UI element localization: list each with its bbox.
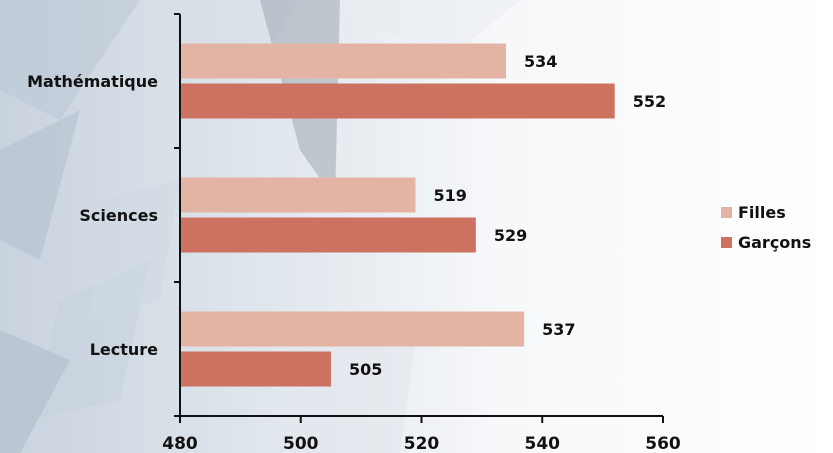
bar-sciences-garcons — [181, 217, 476, 253]
data-label-lecture-filles: 537 — [542, 320, 575, 339]
bar-mathematique-filles — [181, 43, 507, 79]
data-label-mathematique-garcons: 552 — [633, 92, 666, 111]
x-tick-label-520: 520 — [404, 434, 440, 453]
data-label-sciences-filles: 519 — [433, 186, 466, 205]
x-tick-label-560: 560 — [645, 434, 681, 453]
legend-swatch-garcons — [721, 237, 732, 248]
legend-swatch-filles — [721, 207, 732, 218]
category-label-mathematique: Mathématique — [27, 72, 158, 91]
data-label-sciences-garcons: 529 — [494, 226, 527, 245]
bar-lecture-filles — [181, 311, 525, 347]
legend-label-garcons: Garçons — [738, 233, 811, 252]
bars-group — [181, 43, 615, 387]
legend: Filles Garçons — [721, 203, 811, 252]
data-label-mathematique-filles: 534 — [524, 52, 557, 71]
bar-mathematique-garcons — [181, 83, 615, 119]
x-tick-label-480: 480 — [162, 434, 198, 453]
axes — [174, 13, 664, 423]
data-label-lecture-garcons: 505 — [349, 360, 382, 379]
x-tick-label-500: 500 — [283, 434, 319, 453]
bar-sciences-filles — [181, 177, 416, 213]
x-tick-label-540: 540 — [525, 434, 561, 453]
category-label-lecture: Lecture — [90, 340, 158, 359]
bar-lecture-garcons — [181, 351, 331, 387]
category-label-sciences: Sciences — [79, 206, 158, 225]
legend-label-filles: Filles — [738, 203, 786, 222]
labels-group: Mathématique 534 552 Sciences 519 529 Lecture 5… — [27, 52, 681, 453]
